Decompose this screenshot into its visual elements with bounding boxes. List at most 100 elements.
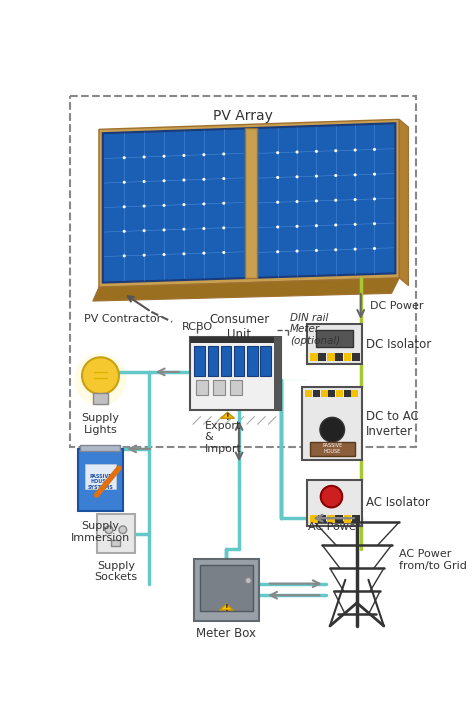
Circle shape (143, 155, 146, 159)
Circle shape (373, 197, 376, 201)
Bar (336, 390, 343, 397)
Circle shape (315, 249, 318, 252)
Text: DC to AC
Inverter: DC to AC Inverter (366, 410, 419, 438)
Circle shape (222, 202, 225, 204)
Polygon shape (399, 120, 409, 286)
Bar (305, 390, 312, 397)
Bar (111, 539, 120, 546)
Circle shape (334, 223, 337, 226)
Bar (316, 331, 353, 347)
Circle shape (202, 178, 205, 181)
Bar (234, 347, 245, 376)
Text: PASSIVE
HOUSE: PASSIVE HOUSE (322, 444, 342, 455)
Circle shape (295, 175, 299, 178)
Bar (78, 449, 123, 510)
Circle shape (123, 254, 126, 257)
Text: DIN rail
Meter
(optional): DIN rail Meter (optional) (290, 312, 340, 346)
Circle shape (163, 228, 165, 231)
Circle shape (295, 225, 299, 228)
Circle shape (315, 150, 318, 153)
Circle shape (82, 357, 119, 394)
Circle shape (143, 229, 146, 232)
Circle shape (182, 203, 185, 206)
Bar (196, 380, 208, 395)
Circle shape (182, 154, 185, 157)
Circle shape (334, 174, 337, 177)
Bar (274, 337, 281, 410)
Polygon shape (220, 413, 235, 418)
Bar (200, 566, 253, 611)
Polygon shape (93, 278, 399, 301)
Circle shape (354, 173, 356, 176)
Circle shape (105, 526, 113, 534)
Circle shape (276, 176, 279, 179)
Circle shape (315, 224, 318, 227)
Text: PASSIVE
HOUSE
SYSTEMS: PASSIVE HOUSE SYSTEMS (88, 473, 113, 490)
Circle shape (334, 199, 337, 202)
Circle shape (163, 253, 165, 256)
Circle shape (295, 151, 299, 154)
Circle shape (163, 179, 165, 182)
Bar (213, 380, 225, 395)
Circle shape (163, 154, 165, 158)
Polygon shape (99, 120, 399, 287)
Circle shape (222, 152, 225, 155)
Circle shape (354, 198, 356, 201)
Bar (81, 445, 120, 451)
Bar (328, 390, 335, 397)
Bar (85, 464, 116, 489)
Circle shape (74, 353, 127, 406)
Text: RCBO: RCBO (182, 322, 213, 332)
Circle shape (354, 247, 356, 251)
Bar (335, 515, 343, 523)
Text: PV Contractor: PV Contractor (83, 314, 161, 324)
Bar (319, 353, 326, 361)
Circle shape (245, 578, 251, 584)
Circle shape (334, 149, 337, 152)
Circle shape (123, 205, 126, 208)
Circle shape (202, 153, 205, 157)
Circle shape (222, 226, 225, 229)
Circle shape (222, 251, 225, 254)
Bar (352, 390, 358, 397)
Circle shape (123, 230, 126, 233)
Bar (321, 390, 328, 397)
Polygon shape (219, 604, 233, 610)
Bar (313, 390, 320, 397)
Bar (352, 353, 360, 361)
Circle shape (163, 204, 165, 207)
Bar (310, 442, 355, 456)
Circle shape (202, 202, 205, 205)
Text: DC Power: DC Power (370, 302, 423, 312)
Text: Meter Box: Meter Box (196, 627, 256, 639)
Circle shape (276, 201, 279, 204)
Circle shape (182, 252, 185, 255)
Circle shape (276, 151, 279, 154)
Circle shape (276, 250, 279, 253)
Circle shape (373, 247, 376, 250)
Bar (352, 515, 360, 523)
Bar (327, 515, 335, 523)
Circle shape (373, 222, 376, 225)
Bar (344, 515, 352, 523)
Bar (194, 347, 205, 376)
Text: !: ! (225, 605, 228, 613)
Text: Export
&
Import: Export & Import (204, 420, 241, 454)
Bar (97, 514, 135, 553)
Circle shape (320, 418, 345, 442)
Text: AC Power
from/to Grid: AC Power from/to Grid (399, 549, 467, 571)
Circle shape (354, 223, 356, 226)
Bar (247, 347, 257, 376)
Text: Supply
Immersion: Supply Immersion (71, 521, 130, 543)
Bar (344, 353, 352, 361)
Bar (260, 347, 271, 376)
Bar (208, 347, 219, 376)
Circle shape (143, 180, 146, 183)
Circle shape (202, 252, 205, 254)
Circle shape (334, 248, 337, 252)
Bar (335, 353, 343, 361)
Bar (70, 96, 416, 447)
Circle shape (295, 200, 299, 203)
Polygon shape (103, 123, 395, 283)
Bar (230, 380, 242, 395)
